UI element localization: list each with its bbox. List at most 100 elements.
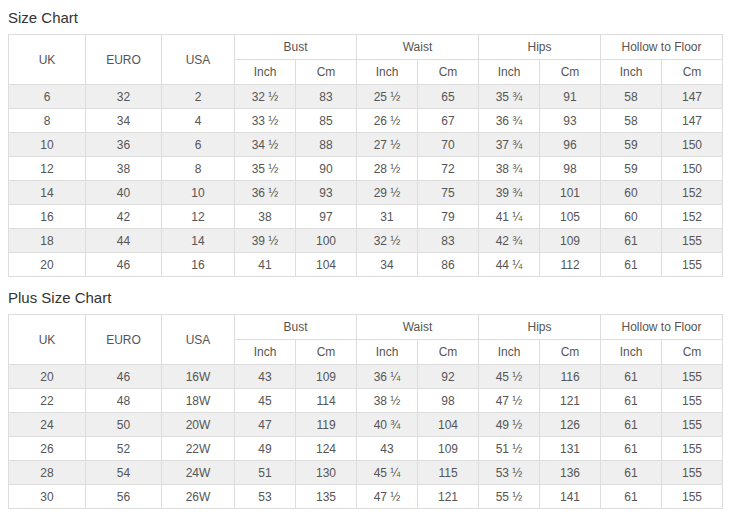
cell: 59 <box>601 133 662 157</box>
size-chart-table: UKEUROUSABustWaistHipsHollow to FloorInc… <box>8 34 723 277</box>
cell: 136 <box>540 461 601 485</box>
cell: 22 <box>9 389 86 413</box>
cell: 40 <box>86 181 162 205</box>
cell: 114 <box>296 389 357 413</box>
sub-header-bust-cm: Cm <box>296 60 357 85</box>
cell: 115 <box>418 461 479 485</box>
col-header-usa: USA <box>162 315 235 365</box>
cell: 61 <box>601 253 662 277</box>
cell: 104 <box>418 413 479 437</box>
cell: 59 <box>601 157 662 181</box>
cell: 75 <box>418 181 479 205</box>
cell: 28 <box>9 461 86 485</box>
cell: 88 <box>296 133 357 157</box>
cell: 61 <box>601 389 662 413</box>
cell: 16 <box>9 205 86 229</box>
sub-header-waist-cm: Cm <box>418 340 479 365</box>
cell: 150 <box>662 157 723 181</box>
table-row: 1036634 ½8827 ½7037 ¾9659150 <box>9 133 723 157</box>
group-header-waist: Waist <box>357 315 479 340</box>
cell: 56 <box>86 485 162 509</box>
sub-header-hips-inch: Inch <box>479 60 540 85</box>
cell: 2 <box>162 85 235 109</box>
cell: 109 <box>418 437 479 461</box>
size-chart-title: Size Chart <box>8 9 722 27</box>
cell: 22W <box>162 437 235 461</box>
plus-size-chart-title: Plus Size Chart <box>8 289 722 307</box>
cell: 93 <box>296 181 357 205</box>
cell: 105 <box>540 205 601 229</box>
cell: 46 <box>86 365 162 389</box>
cell: 51 ½ <box>479 437 540 461</box>
cell: 46 <box>86 253 162 277</box>
cell: 121 <box>418 485 479 509</box>
cell: 52 <box>86 437 162 461</box>
cell: 155 <box>662 229 723 253</box>
cell: 85 <box>296 109 357 133</box>
cell: 112 <box>540 253 601 277</box>
cell: 26W <box>162 485 235 509</box>
cell: 38 <box>235 205 296 229</box>
sub-header-bust-inch: Inch <box>235 340 296 365</box>
table-row: 204616W4310936 ¼9245 ½11661155 <box>9 365 723 389</box>
group-header-hollow-to-floor: Hollow to Floor <box>601 315 723 340</box>
col-header-euro: EURO <box>86 35 162 85</box>
cell: 33 ½ <box>235 109 296 133</box>
cell: 48 <box>86 389 162 413</box>
cell: 121 <box>540 389 601 413</box>
cell: 45 <box>235 389 296 413</box>
cell: 47 ½ <box>357 485 418 509</box>
cell: 96 <box>540 133 601 157</box>
table-row: 265222W491244310951 ½13161155 <box>9 437 723 461</box>
col-header-usa: USA <box>162 35 235 85</box>
cell: 4 <box>162 109 235 133</box>
size-chart-page: Size Chart UKEUROUSABustWaistHipsHollow … <box>8 9 722 509</box>
cell: 61 <box>601 485 662 509</box>
group-header-bust: Bust <box>235 315 357 340</box>
cell: 79 <box>418 205 479 229</box>
cell: 12 <box>162 205 235 229</box>
table-row: 1642123897317941 ¼10560152 <box>9 205 723 229</box>
sub-header-waist-inch: Inch <box>357 340 418 365</box>
cell: 45 ½ <box>479 365 540 389</box>
cell: 141 <box>540 485 601 509</box>
group-header-hollow-to-floor: Hollow to Floor <box>601 35 723 60</box>
cell: 116 <box>540 365 601 389</box>
cell: 83 <box>296 85 357 109</box>
cell: 36 <box>86 133 162 157</box>
cell: 35 ¾ <box>479 85 540 109</box>
table-row: 14401036 ½9329 ½7539 ¾10160152 <box>9 181 723 205</box>
cell: 100 <box>296 229 357 253</box>
cell: 61 <box>601 365 662 389</box>
cell: 44 <box>86 229 162 253</box>
cell: 36 ½ <box>235 181 296 205</box>
cell: 60 <box>601 181 662 205</box>
table-row: 834433 ½8526 ½6736 ¾9358147 <box>9 109 723 133</box>
sub-header-waist-cm: Cm <box>418 60 479 85</box>
sub-header-hips-inch: Inch <box>479 340 540 365</box>
cell: 119 <box>296 413 357 437</box>
cell: 44 ¼ <box>479 253 540 277</box>
cell: 12 <box>9 157 86 181</box>
cell: 14 <box>9 181 86 205</box>
sub-header-hollow-to-floor-cm: Cm <box>662 60 723 85</box>
cell: 28 ½ <box>357 157 418 181</box>
sub-header-bust-cm: Cm <box>296 340 357 365</box>
cell: 39 ¾ <box>479 181 540 205</box>
cell: 41 ¼ <box>479 205 540 229</box>
cell: 67 <box>418 109 479 133</box>
sub-header-bust-inch: Inch <box>235 60 296 85</box>
group-header-bust: Bust <box>235 35 357 60</box>
cell: 20W <box>162 413 235 437</box>
cell: 155 <box>662 485 723 509</box>
header-row-groups: UKEUROUSABustWaistHipsHollow to Floor <box>9 35 723 60</box>
cell: 150 <box>662 133 723 157</box>
cell: 31 <box>357 205 418 229</box>
col-header-uk: UK <box>9 315 86 365</box>
group-header-hips: Hips <box>479 315 601 340</box>
cell: 155 <box>662 365 723 389</box>
cell: 16 <box>162 253 235 277</box>
col-header-euro: EURO <box>86 315 162 365</box>
cell: 131 <box>540 437 601 461</box>
cell: 24 <box>9 413 86 437</box>
